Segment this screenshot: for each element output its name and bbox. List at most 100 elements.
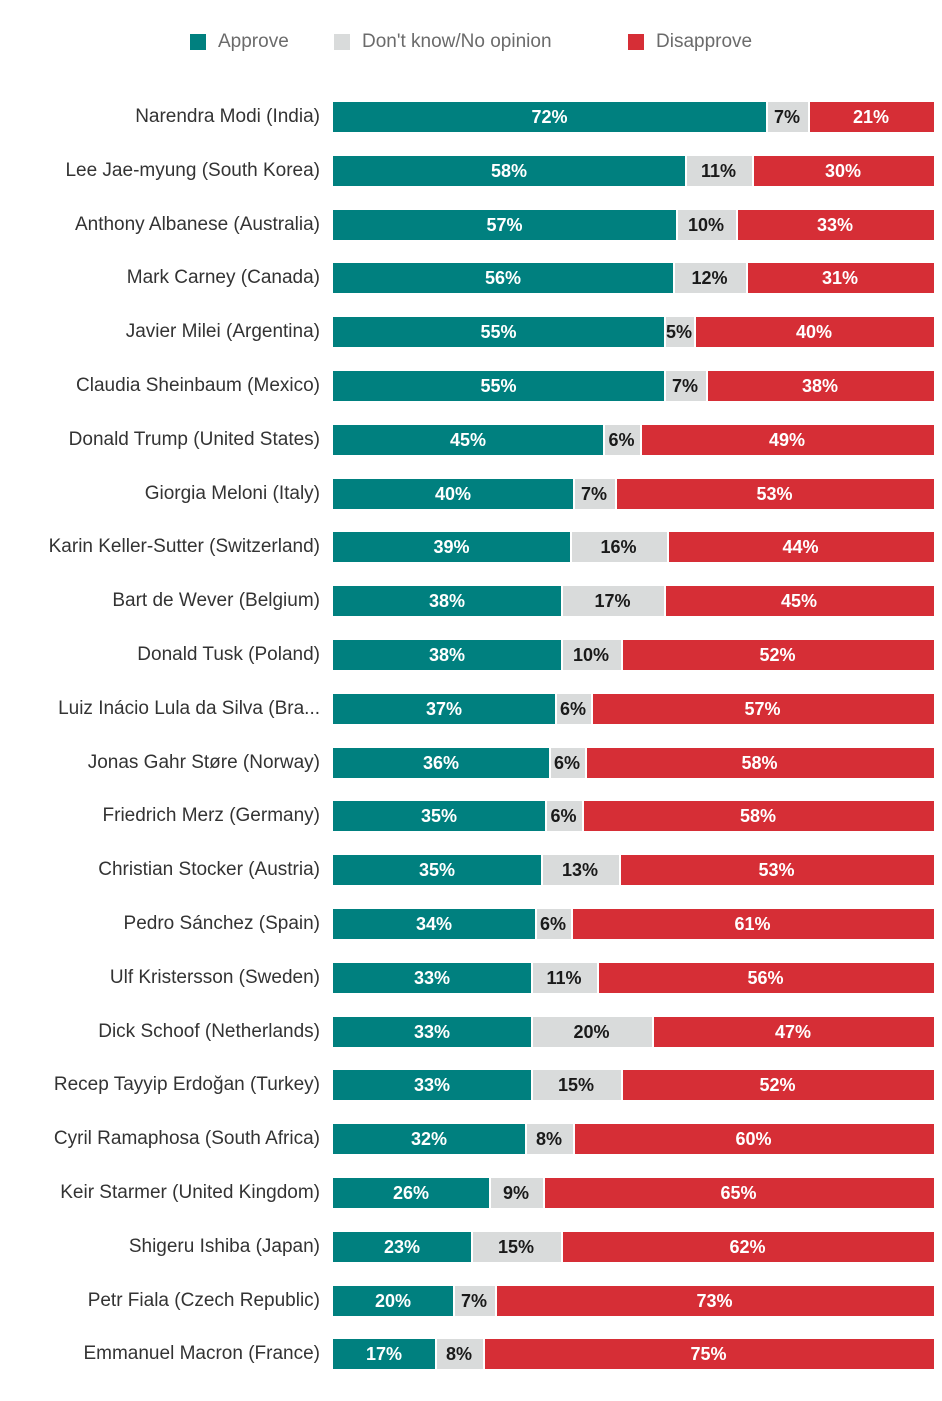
data-label-disapprove: 45% xyxy=(780,591,818,611)
legend-item-approve: Approve xyxy=(190,30,289,54)
data-label-dont-know: 15% xyxy=(497,1237,535,1257)
data-label-approve: 38% xyxy=(428,591,466,611)
data-label-approve: 17% xyxy=(365,1344,403,1364)
bar-approve xyxy=(333,748,549,778)
bar-dont-know xyxy=(541,855,619,885)
bar-dont-know xyxy=(664,317,694,347)
legend-swatch-approve xyxy=(190,34,206,50)
data-label-disapprove: 53% xyxy=(758,860,795,880)
legend-swatch-disapprove xyxy=(628,34,644,50)
bar-approve xyxy=(333,102,766,132)
bar-disapprove xyxy=(652,1017,934,1047)
category-label: Mark Carney (Canada) xyxy=(126,267,320,288)
category-label: Narendra Modi (India) xyxy=(135,106,320,127)
bar-dont-know xyxy=(531,1017,652,1047)
bar-approve xyxy=(333,479,573,509)
bar-dont-know xyxy=(471,1232,561,1262)
bar-disapprove xyxy=(640,425,934,455)
data-label-dont-know: 6% xyxy=(608,430,635,450)
data-label-approve: 23% xyxy=(383,1237,421,1257)
data-label-disapprove: 57% xyxy=(744,699,781,719)
bar-disapprove xyxy=(615,479,934,509)
category-label: Ulf Kristersson (Sweden) xyxy=(109,967,320,988)
bar-dont-know xyxy=(549,748,585,778)
data-label-disapprove: 44% xyxy=(782,537,819,557)
data-label-disapprove: 61% xyxy=(734,914,771,934)
data-label-dont-know: 10% xyxy=(572,645,610,665)
bar-dont-know xyxy=(573,479,615,509)
data-label-dont-know: 7% xyxy=(460,1291,487,1311)
bar-dont-know xyxy=(531,963,597,993)
data-label-approve: 34% xyxy=(415,914,453,934)
data-label-dont-know: 5% xyxy=(665,322,692,342)
bar-disapprove xyxy=(571,909,934,939)
data-label-disapprove: 38% xyxy=(801,376,839,396)
bar-disapprove xyxy=(585,748,934,778)
bar-dont-know xyxy=(766,102,808,132)
bar-approve xyxy=(333,963,531,993)
bar-disapprove xyxy=(694,317,934,347)
bar-approve xyxy=(333,1339,435,1369)
bar-disapprove xyxy=(621,1070,934,1100)
category-label: Giorgia Meloni (Italy) xyxy=(144,483,320,504)
data-label-disapprove: 31% xyxy=(821,268,859,288)
data-label-disapprove: 56% xyxy=(747,968,784,988)
category-label: Karin Keller-Sutter (Switzerland) xyxy=(48,536,320,557)
data-label-approve: 36% xyxy=(422,753,460,773)
data-label-approve: 33% xyxy=(413,1075,451,1095)
category-label: Pedro Sánchez (Spain) xyxy=(123,913,320,934)
data-label-dont-know: 6% xyxy=(559,699,586,719)
bar-dont-know xyxy=(673,263,746,293)
bar-approve xyxy=(333,1286,453,1316)
bar-dont-know xyxy=(603,425,640,455)
data-label-approve: 38% xyxy=(428,645,466,665)
bar-disapprove xyxy=(808,102,934,132)
bar-approve xyxy=(333,640,561,670)
data-label-approve: 72% xyxy=(531,107,568,127)
data-label-dont-know: 11% xyxy=(546,968,582,988)
bar-disapprove xyxy=(582,801,934,831)
bar-approve xyxy=(333,156,685,186)
data-label-approve: 57% xyxy=(486,215,523,235)
legend-label-disapprove: Disapprove xyxy=(656,31,753,52)
legend: Approve Don't know/No opinion Disapprove xyxy=(0,30,942,54)
bar-disapprove xyxy=(706,371,934,401)
bar-dont-know xyxy=(525,1124,573,1154)
bar-approve xyxy=(333,210,676,240)
bar-dont-know xyxy=(453,1286,495,1316)
category-label: Bart de Wever (Belgium) xyxy=(112,590,320,611)
data-label-approve: 55% xyxy=(480,322,517,342)
data-label-disapprove: 62% xyxy=(729,1237,766,1257)
bar-approve xyxy=(333,532,570,562)
data-label-approve: 20% xyxy=(374,1291,412,1311)
bar-disapprove xyxy=(621,640,934,670)
data-label-dont-know: 11% xyxy=(700,161,737,181)
data-label-approve: 35% xyxy=(418,860,456,880)
data-label-dont-know: 6% xyxy=(553,753,580,773)
data-label-disapprove: 58% xyxy=(739,806,777,826)
category-label: Friedrich Merz (Germany) xyxy=(102,805,320,826)
bar-disapprove xyxy=(561,1232,934,1262)
bar-dont-know xyxy=(676,210,736,240)
data-label-approve: 37% xyxy=(425,699,463,719)
data-label-dont-know: 17% xyxy=(594,591,631,611)
data-label-disapprove: 40% xyxy=(795,322,833,342)
bar-dont-know xyxy=(561,640,621,670)
bar-disapprove xyxy=(495,1286,934,1316)
data-label-approve: 45% xyxy=(449,430,487,450)
category-label: Donald Trump (United States) xyxy=(68,429,320,450)
data-label-dont-know: 8% xyxy=(535,1129,562,1149)
data-label-dont-know: 12% xyxy=(691,268,728,288)
bar-approve xyxy=(333,694,555,724)
data-label-approve: 33% xyxy=(413,1022,451,1042)
data-label-approve: 58% xyxy=(490,161,528,181)
bar-dont-know xyxy=(570,532,667,562)
data-label-dont-know: 10% xyxy=(687,215,725,235)
bar-disapprove xyxy=(573,1124,934,1154)
data-label-approve: 40% xyxy=(434,484,472,504)
bar-approve xyxy=(333,1017,531,1047)
bar-approve xyxy=(333,586,561,616)
bar-disapprove xyxy=(619,855,934,885)
bar-approve xyxy=(333,371,664,401)
